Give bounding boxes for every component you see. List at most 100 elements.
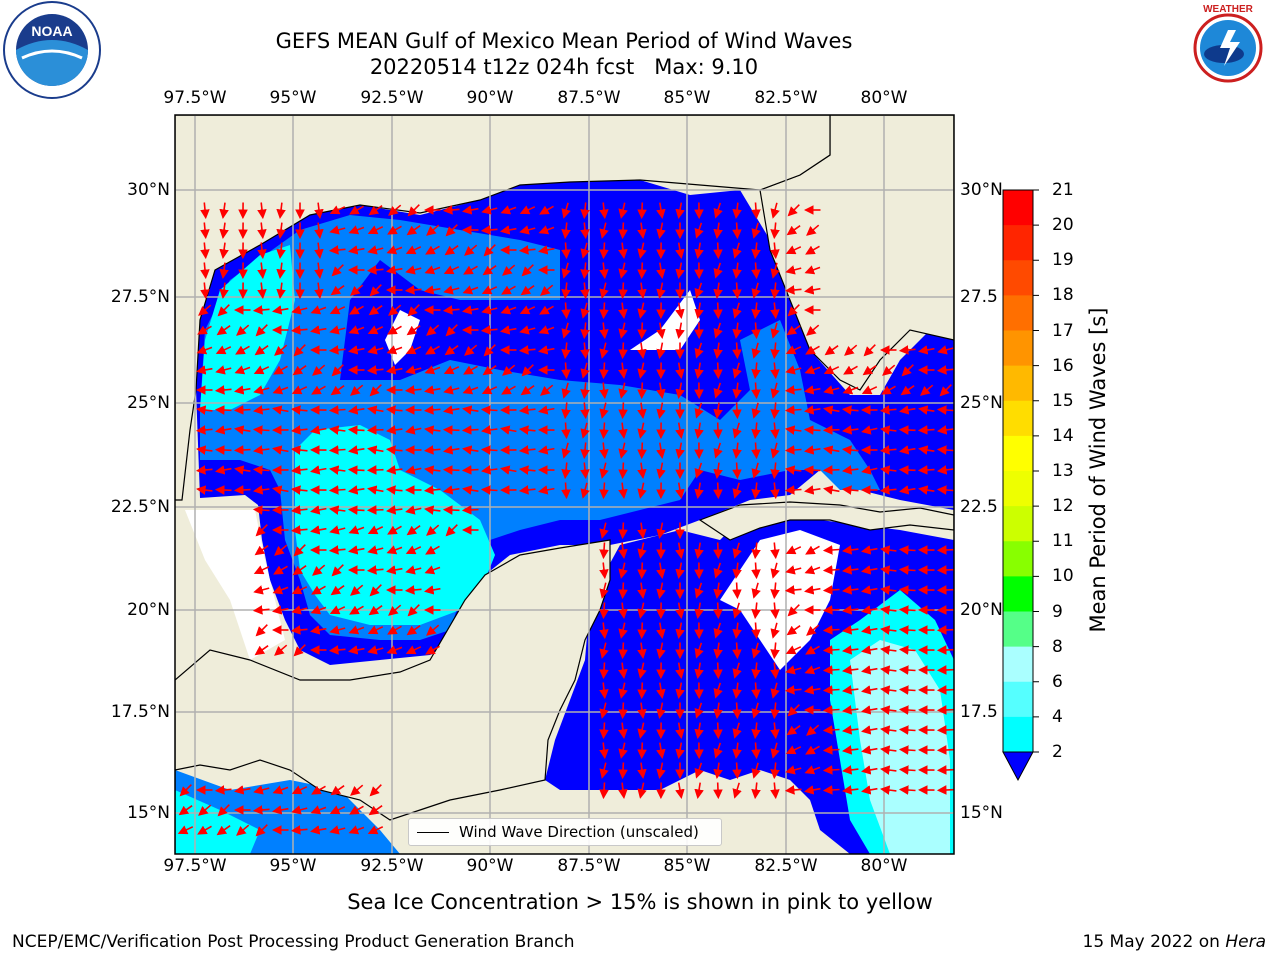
wind-wave-arrow — [637, 622, 647, 640]
wind-wave-arrow — [561, 422, 571, 440]
wind-wave-arrow — [200, 242, 210, 260]
wind-wave-arrow — [751, 382, 761, 400]
wind-wave-arrow — [387, 225, 402, 235]
wind-wave-arrow — [253, 565, 270, 575]
wind-wave-arrow — [519, 305, 536, 315]
wind-wave-arrow — [936, 565, 954, 575]
wind-wave-arrow — [936, 585, 954, 595]
wind-wave-arrow — [694, 242, 704, 259]
wind-wave-arrow — [770, 482, 780, 500]
wind-wave-arrow — [842, 685, 859, 695]
wind-wave-arrow — [348, 525, 365, 535]
wind-wave-arrow — [804, 485, 821, 495]
wind-wave-arrow — [805, 245, 820, 255]
sea-ice-note: Sea Ice Concentration > 15% is shown in … — [0, 890, 1280, 914]
wind-wave-arrow — [732, 482, 742, 499]
wind-wave-arrow — [443, 485, 460, 495]
wind-wave-arrow — [770, 262, 780, 279]
wind-wave-arrow — [713, 562, 723, 579]
wind-wave-arrow — [917, 465, 935, 475]
wind-wave-arrow — [713, 422, 723, 440]
wind-wave-arrow — [785, 665, 802, 675]
wind-wave-arrow — [445, 224, 458, 237]
wind-wave-arrow — [786, 225, 801, 236]
wind-wave-arrow — [804, 385, 821, 395]
wind-wave-arrow — [178, 805, 193, 816]
wind-wave-arrow — [349, 805, 364, 815]
wind-wave-arrow — [675, 542, 685, 559]
wind-wave-arrow — [618, 362, 628, 379]
wind-wave-arrow — [293, 544, 306, 557]
wind-wave-arrow — [424, 465, 441, 475]
wind-wave-arrow — [599, 302, 609, 320]
wind-wave-arrow — [481, 465, 498, 475]
wind-wave-arrow — [618, 402, 628, 420]
wind-wave-arrow — [822, 685, 840, 695]
wind-wave-arrow — [580, 302, 590, 319]
colorbar-segment — [1003, 506, 1033, 542]
wind-wave-arrow — [751, 422, 761, 440]
wind-wave-arrow — [936, 665, 954, 675]
wind-wave-arrow — [806, 324, 820, 336]
colorbar-tick-label: 9 — [1052, 601, 1063, 622]
wind-wave-arrow — [880, 425, 897, 435]
wind-wave-arrow — [255, 624, 268, 637]
wind-wave-arrow — [599, 342, 609, 359]
lon-label-bottom: 87.5°W — [557, 856, 621, 876]
wind-wave-arrow — [407, 604, 420, 617]
wind-wave-arrow — [348, 225, 365, 235]
chart-title: GEFS MEAN Gulf of Mexico Mean Period of … — [275, 29, 853, 53]
wind-wave-arrow — [713, 742, 723, 759]
wind-wave-arrow — [424, 425, 441, 435]
wind-wave-arrow — [861, 465, 878, 475]
wind-wave-arrow — [732, 662, 742, 679]
wind-wave-arrow — [538, 445, 555, 455]
svg-text:WEATHER: WEATHER — [1203, 4, 1254, 15]
wind-wave-arrow — [331, 264, 344, 277]
lat-label-right: 22.5 — [960, 497, 998, 517]
wind-wave-arrow — [330, 285, 345, 296]
wind-wave-arrow — [936, 625, 954, 635]
wind-wave-arrow — [751, 582, 761, 599]
wind-wave-arrow — [290, 405, 308, 415]
wind-wave-arrow — [538, 325, 555, 335]
wind-wave-arrow — [732, 702, 742, 720]
wind-wave-arrow — [618, 582, 628, 600]
wind-wave-arrow — [561, 282, 571, 300]
wind-wave-arrow — [618, 302, 628, 319]
wind-wave-arrow — [637, 422, 647, 439]
wind-wave-arrow — [329, 525, 346, 535]
wind-wave-arrow — [257, 202, 267, 220]
wind-wave-arrow — [290, 465, 308, 475]
wind-wave-arrow — [236, 824, 250, 836]
wind-wave-arrow — [330, 385, 345, 396]
wind-wave-arrow — [618, 742, 628, 759]
wind-wave-arrow — [482, 265, 497, 276]
lat-label-right: 25°N — [960, 393, 1003, 413]
wind-wave-arrow — [770, 342, 780, 360]
wind-wave-arrow — [822, 545, 840, 555]
wind-wave-arrow — [219, 202, 229, 219]
wind-wave-arrow — [675, 742, 685, 759]
gulf-water-cyan — [295, 425, 495, 625]
wind-wave-arrow — [713, 602, 723, 620]
wind-wave-arrow — [751, 562, 761, 580]
wind-wave-arrow — [861, 745, 878, 755]
wind-wave-arrow — [861, 585, 878, 595]
wind-wave-arrow — [561, 322, 571, 339]
wind-wave-arrow — [599, 782, 609, 800]
wind-wave-arrow — [276, 262, 286, 279]
wind-wave-arrow — [443, 265, 460, 275]
wind-wave-arrow — [329, 205, 346, 215]
wind-wave-arrow — [599, 402, 609, 419]
wind-wave-arrow — [637, 362, 647, 379]
wind-wave-arrow — [898, 745, 916, 755]
wind-wave-arrow — [675, 722, 685, 739]
wind-wave-arrow — [770, 302, 780, 320]
wind-wave-arrow — [694, 642, 704, 659]
wind-wave-arrow — [751, 242, 761, 260]
wind-wave-arrow — [329, 425, 346, 435]
wind-wave-arrow — [713, 402, 723, 419]
wind-wave-arrow — [751, 482, 761, 500]
wind-wave-arrow — [519, 325, 536, 335]
